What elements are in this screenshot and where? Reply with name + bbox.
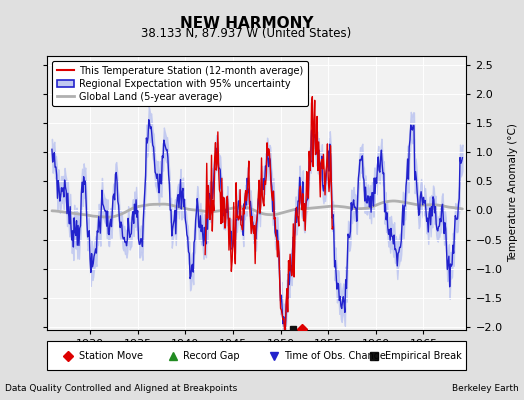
Text: NEW HARMONY: NEW HARMONY xyxy=(180,16,313,31)
Y-axis label: Temperature Anomaly (°C): Temperature Anomaly (°C) xyxy=(508,124,518,262)
Legend: This Temperature Station (12-month average), Regional Expectation with 95% uncer: This Temperature Station (12-month avera… xyxy=(52,61,308,106)
Text: Time of Obs. Change: Time of Obs. Change xyxy=(284,350,386,361)
Text: Empirical Break: Empirical Break xyxy=(385,350,461,361)
Text: Data Quality Controlled and Aligned at Breakpoints: Data Quality Controlled and Aligned at B… xyxy=(5,384,237,393)
Text: Berkeley Earth: Berkeley Earth xyxy=(452,384,519,393)
Text: Station Move: Station Move xyxy=(79,350,143,361)
Text: Record Gap: Record Gap xyxy=(183,350,240,361)
Text: 38.133 N, 87.937 W (United States): 38.133 N, 87.937 W (United States) xyxy=(141,28,352,40)
FancyBboxPatch shape xyxy=(47,341,466,370)
